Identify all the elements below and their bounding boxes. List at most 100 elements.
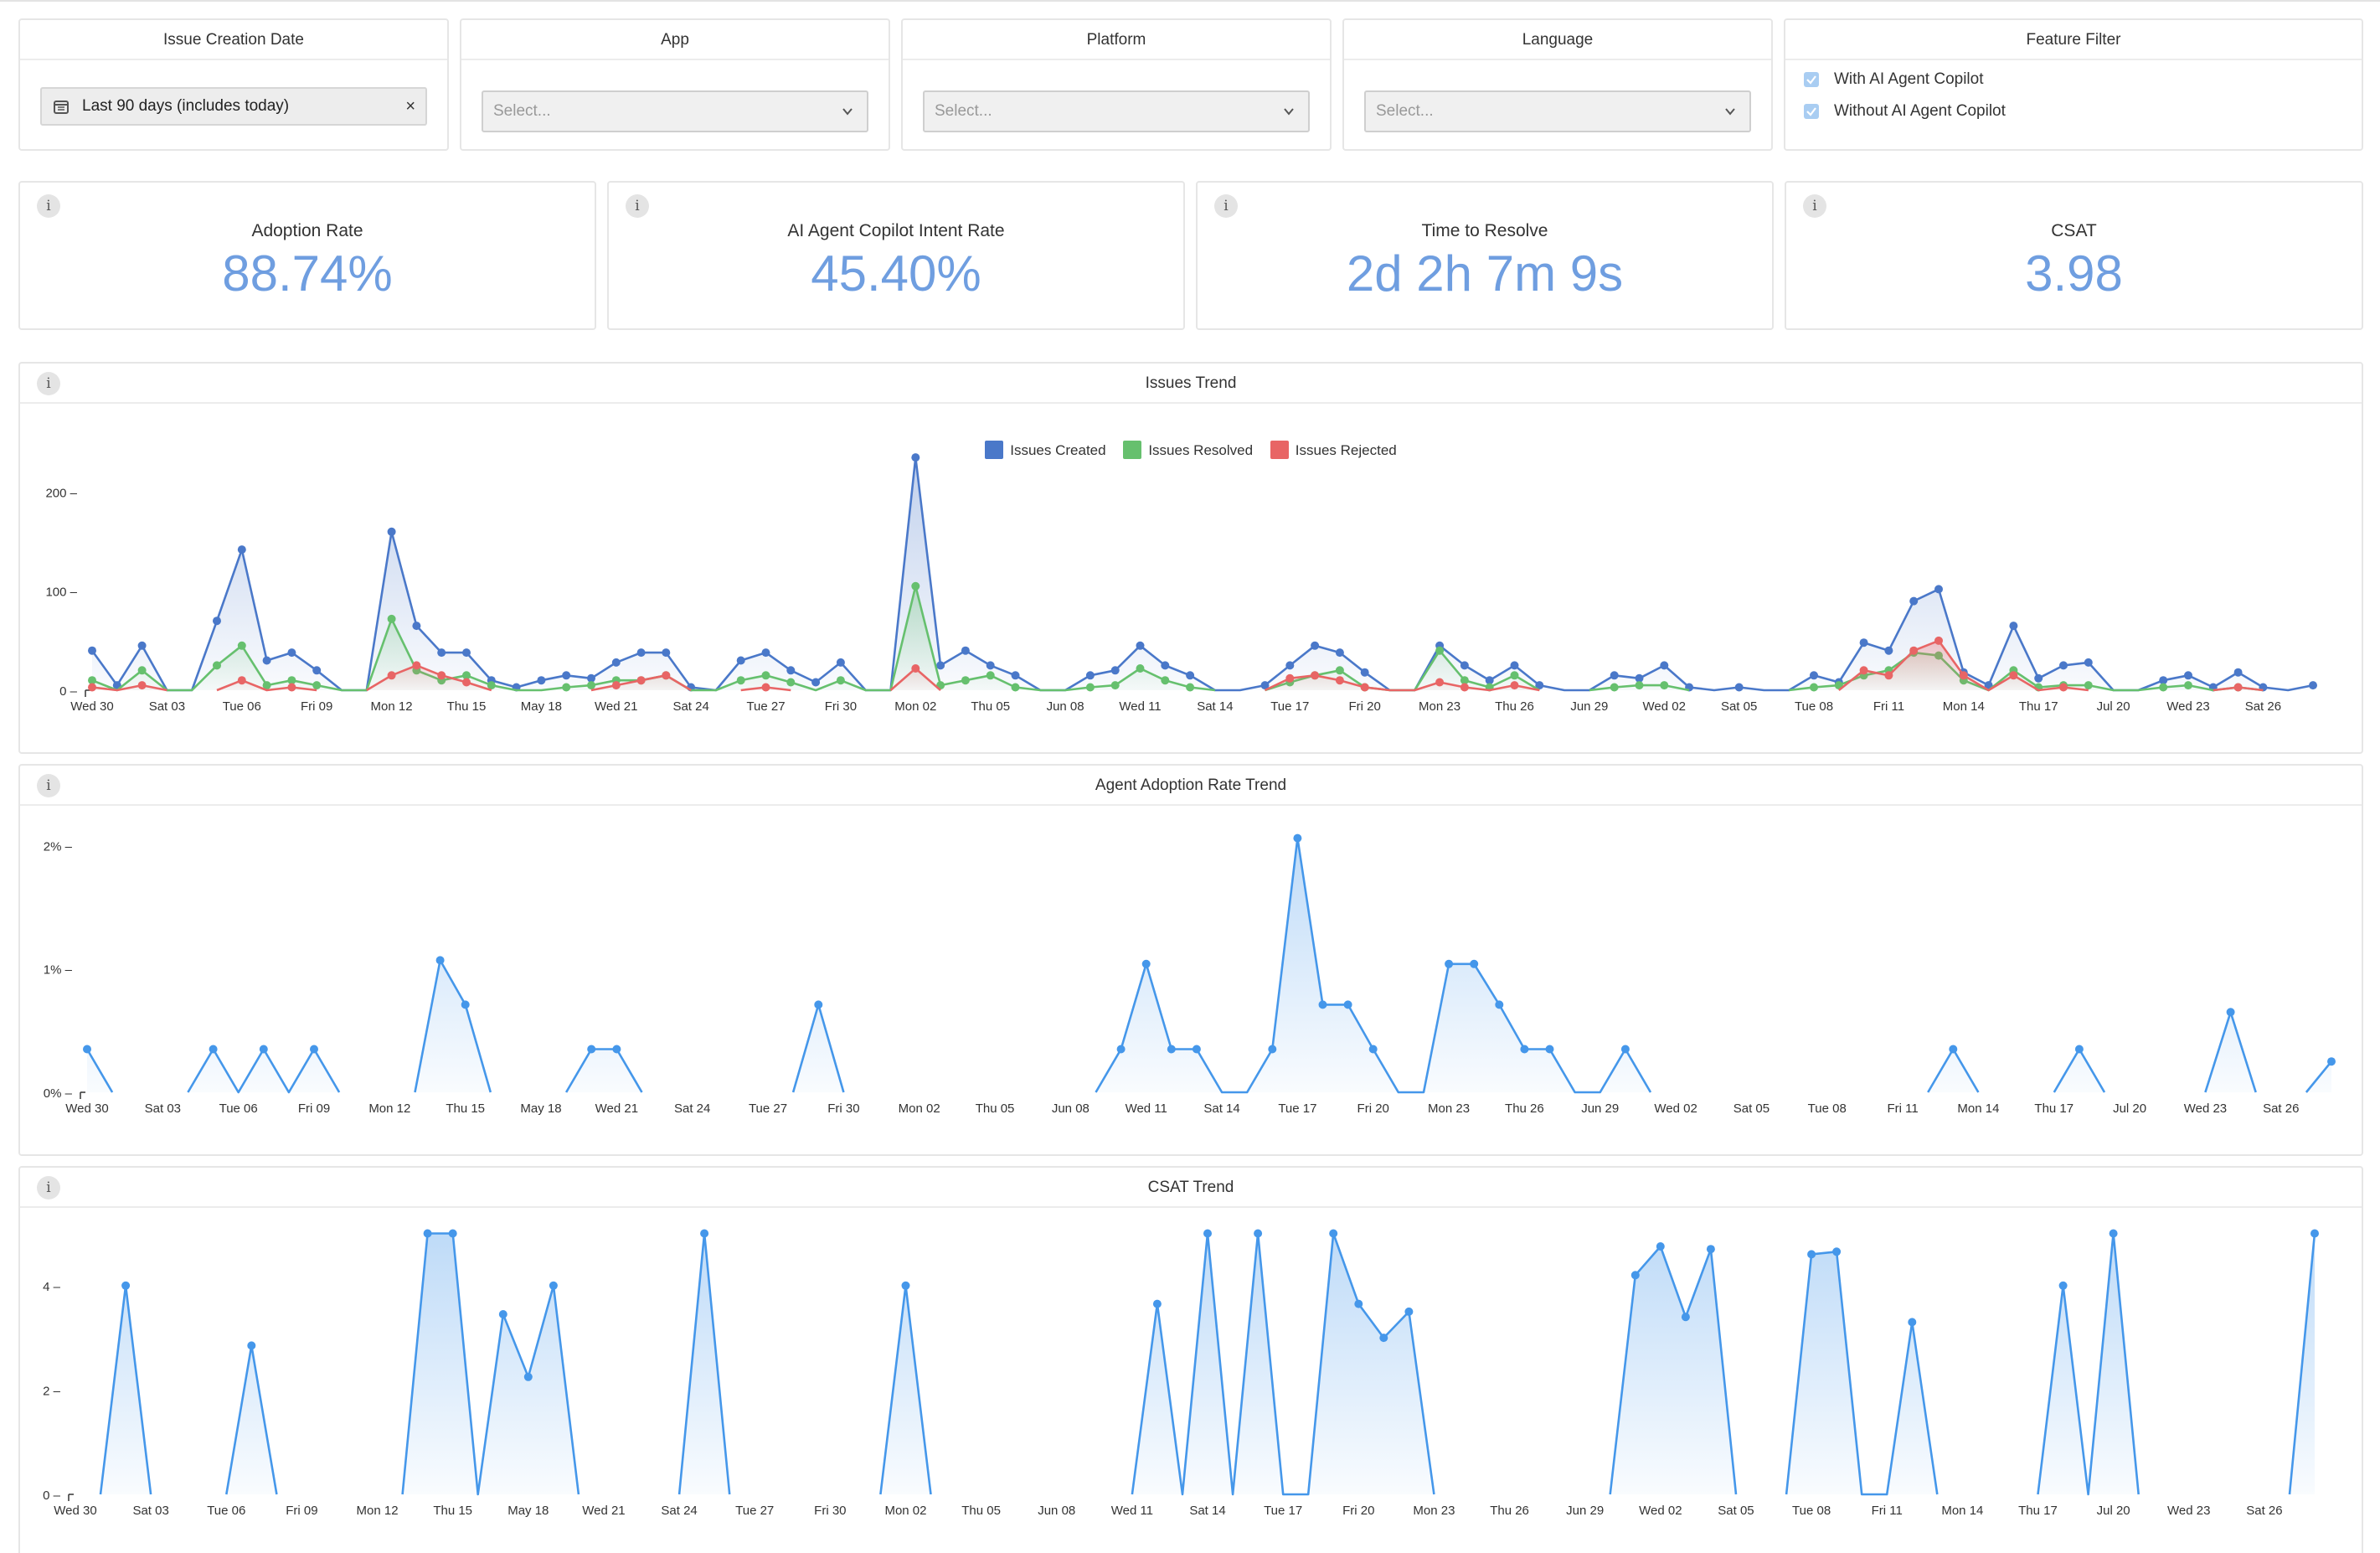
data-point (1311, 671, 1320, 680)
x-tick-label: Wed 30 (54, 1504, 96, 1518)
data-point (213, 661, 221, 670)
y-tick-label: 1% – (44, 963, 73, 978)
x-tick-label: Sat 26 (2245, 699, 2281, 714)
data-point (761, 671, 770, 680)
x-tick-label: Jul 20 (2097, 699, 2130, 714)
info-icon[interactable]: i (37, 774, 60, 797)
x-tick-label: Thu 15 (447, 699, 487, 714)
chevron-down-icon (1725, 108, 1735, 116)
with-copilot-checkbox[interactable]: With AI Agent Copilot (1804, 67, 1984, 92)
legend-item-rejected[interactable]: Issues Rejected (1270, 441, 1397, 459)
csat-trend-panel: CSAT Trend i 0 – 2 – 4 – Wed 30 Sat 03 Tue 06… (18, 1166, 2363, 1553)
data-point (814, 1000, 823, 1009)
chart-title: Issues Trend (20, 364, 2362, 404)
data-point (1660, 661, 1669, 670)
adoption-trend-chart: 0% – 1% – 2% – Wed 30 Sat 03 Tue 06 Fri 09 Mon … (44, 833, 2336, 1116)
info-icon[interactable]: i (1214, 194, 1238, 218)
filter-title: Feature Filter (1785, 20, 2362, 60)
x-tick-label: Tue 27 (746, 699, 785, 714)
x-tick-label: Wed 02 (1654, 1102, 1697, 1116)
x-tick-label: Fri 30 (814, 1504, 846, 1518)
data-point (761, 683, 770, 692)
data-point (1445, 959, 1454, 968)
data-point (1510, 681, 1519, 690)
language-select[interactable]: Select... (1364, 90, 1751, 132)
data-point (1011, 671, 1020, 680)
platform-select-placeholder: Select... (935, 102, 992, 120)
data-point (1810, 683, 1818, 692)
kpi-csat: i CSAT 3.98 (1785, 181, 2363, 330)
x-tick-label: Tue 17 (1270, 699, 1309, 714)
data-point (1379, 1334, 1388, 1343)
info-icon[interactable]: i (1803, 194, 1826, 218)
data-point (2233, 668, 2243, 677)
data-point (1203, 1229, 1212, 1238)
data-point (437, 648, 446, 658)
x-tick-label: Mon 12 (357, 1504, 399, 1518)
platform-select[interactable]: Select... (923, 90, 1310, 132)
kpi-label: Time to Resolve (1421, 221, 1548, 240)
info-icon[interactable]: i (626, 194, 649, 218)
without-copilot-checkbox[interactable]: Without AI Agent Copilot (1804, 99, 2006, 124)
x-tick-label: Sat 03 (132, 1504, 168, 1518)
data-point (2058, 1281, 2068, 1290)
x-tick-label: Wed 30 (65, 1102, 108, 1116)
chevron-down-icon (1284, 108, 1294, 116)
data-point (1152, 1299, 1162, 1308)
x-tick-label: Sat 24 (674, 1102, 710, 1116)
language-filter: Language Select... (1342, 18, 1773, 151)
data-point (700, 1229, 709, 1238)
data-point (611, 681, 621, 690)
data-point (237, 641, 246, 650)
legend-label: Issues Rejected (1295, 442, 1397, 458)
chart-title: CSAT Trend (20, 1168, 2362, 1208)
data-point (287, 648, 296, 658)
x-tick-label: Jul 20 (2097, 1504, 2130, 1518)
data-point (121, 1281, 131, 1290)
x-tick-label: Sat 24 (672, 699, 708, 714)
issue-creation-date-filter: Issue Creation Date Last 90 days (includ… (18, 18, 449, 151)
data-point (412, 661, 421, 670)
info-icon[interactable]: i (37, 372, 60, 395)
data-point (636, 676, 646, 685)
data-point (1545, 1045, 1554, 1054)
legend-item-resolved[interactable]: Issues Resolved (1123, 441, 1253, 459)
data-point (523, 1372, 533, 1381)
x-tick-label: Wed 21 (582, 1504, 625, 1518)
x-tick-label: Sat 14 (1189, 1504, 1225, 1518)
data-point (911, 581, 920, 591)
data-point (247, 1341, 256, 1350)
data-point (462, 648, 471, 658)
data-point (836, 658, 845, 667)
data-point (423, 1229, 432, 1238)
x-tick-label: Thu 17 (2018, 1504, 2058, 1518)
data-point (1620, 1045, 1630, 1054)
app-select[interactable]: Select... (482, 90, 868, 132)
data-point (1635, 673, 1644, 683)
data-point (2074, 1045, 2084, 1054)
data-point (836, 676, 845, 685)
data-point (1335, 666, 1344, 675)
data-point (961, 676, 970, 685)
data-point (1285, 673, 1295, 683)
x-tick-label: Mon 02 (894, 699, 936, 714)
clear-date-icon[interactable]: × (405, 97, 415, 116)
date-range-value: Last 90 days (includes today) (82, 97, 290, 115)
legend-swatch (1270, 441, 1289, 459)
series-area (100, 1233, 2315, 1494)
data-point (662, 671, 671, 680)
x-tick-label: Wed 02 (1639, 1504, 1682, 1518)
date-range-chip[interactable]: Last 90 days (includes today) × (40, 87, 427, 126)
legend-item-created[interactable]: Issues Created (985, 441, 1106, 459)
x-tick-label: Sat 14 (1197, 699, 1233, 714)
data-point (1085, 671, 1095, 680)
data-point (1934, 636, 1943, 645)
kpi-value: 3.98 (2025, 245, 2123, 302)
data-point (2084, 658, 2093, 667)
info-icon[interactable]: i (37, 194, 60, 218)
data-point (549, 1281, 558, 1290)
data-point (811, 678, 821, 687)
data-point (1859, 666, 1868, 675)
feature-filter: Feature Filter With AI Agent Copilot Wit… (1784, 18, 2363, 151)
info-icon[interactable]: i (37, 1176, 60, 1200)
